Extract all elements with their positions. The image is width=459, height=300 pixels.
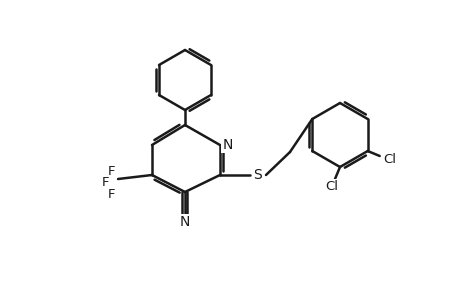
Text: Cl: Cl (382, 152, 395, 166)
Text: F: F (108, 188, 116, 202)
Text: N: N (222, 138, 233, 152)
Text: Cl: Cl (325, 181, 338, 194)
Text: F: F (102, 176, 110, 190)
Text: N: N (179, 215, 190, 229)
Text: F: F (108, 164, 116, 178)
Text: S: S (253, 168, 262, 182)
